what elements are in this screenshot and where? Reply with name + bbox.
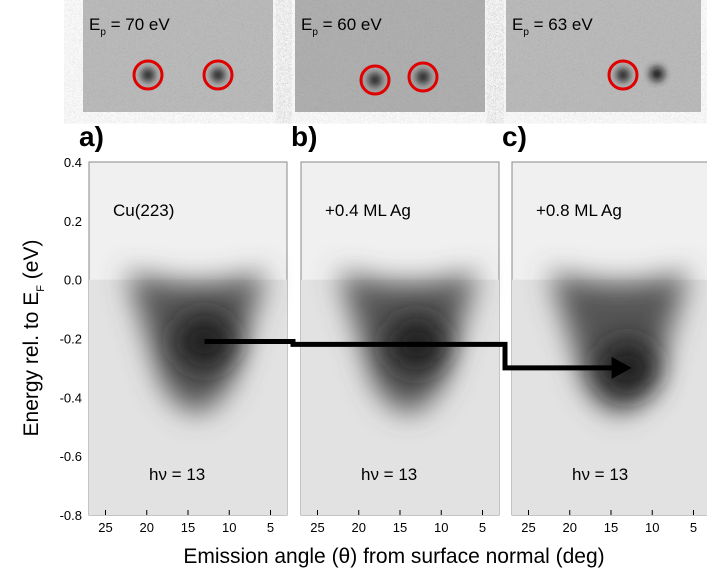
leed-text: = 63 eV: [529, 15, 593, 34]
leed-spot: [141, 68, 155, 82]
leed-text: E: [89, 15, 100, 34]
leed-spot: [211, 68, 225, 82]
y-axis-title: Energy rel. to EF (eV): [20, 240, 47, 437]
x-axis-title: Emission angle (θ) from surface normal (…: [183, 545, 604, 568]
spot-circle: [359, 64, 391, 96]
x-tick-label: 5: [479, 520, 486, 535]
band-arrow: [204, 338, 618, 371]
leed-text: = 70 eV: [106, 15, 170, 34]
leed-spot: [616, 68, 630, 82]
panel-label: a): [79, 121, 104, 152]
y-tick-label: 0.0: [64, 273, 82, 288]
spot-circle: [202, 59, 234, 91]
spot-circle: [607, 59, 639, 91]
y-tick-label: -0.2: [60, 332, 82, 347]
leed-text: E: [301, 15, 312, 34]
panel-label: c): [502, 121, 527, 152]
y-tick-label: -0.8: [60, 508, 82, 523]
y-tick-label: 0.4: [64, 155, 82, 170]
leed-text: E: [512, 15, 523, 34]
leed-text: = 60 eV: [318, 15, 382, 34]
photon-label: hν = 13: [149, 465, 205, 484]
sample-label: +0.8 ML Ag: [536, 201, 622, 220]
sample-label: +0.4 ML Ag: [325, 201, 411, 220]
leed-noise: [295, 0, 485, 112]
leed-text: p: [312, 27, 318, 38]
leed-spot: [416, 70, 430, 84]
y-tick-label: -0.6: [60, 449, 82, 464]
x-tick-label: 15: [604, 520, 618, 535]
leed-spot: [650, 67, 664, 81]
arrow-head: [611, 356, 632, 379]
x-tick-label: 15: [393, 520, 407, 535]
leed-text: p: [523, 27, 529, 38]
x-tick-label: 10: [645, 520, 659, 535]
spot-circle: [132, 59, 164, 91]
x-tick-label: 25: [521, 520, 535, 535]
leed-noise: [83, 0, 273, 112]
leed-text: p: [100, 27, 106, 38]
leed-noise: [506, 0, 701, 112]
x-tick-label: 25: [310, 520, 324, 535]
y-tick-label: -0.4: [60, 390, 82, 405]
spot-circle: [407, 61, 439, 93]
x-tick-label: 25: [98, 520, 112, 535]
panel-label: b): [291, 121, 317, 152]
leed-energy: Ep = 63 eV: [512, 15, 593, 38]
leed-energy: Ep = 60 eV: [301, 15, 382, 38]
x-tick-label: 20: [352, 520, 366, 535]
x-tick-label: 5: [267, 520, 274, 535]
leed-spot: [368, 73, 382, 87]
x-tick-label: 10: [222, 520, 236, 535]
sample-label: Cu(223): [113, 201, 174, 220]
x-tick-label: 20: [563, 520, 577, 535]
photon-label: hν = 13: [572, 465, 628, 484]
leed-energy: Ep = 70 eV: [89, 15, 170, 38]
y-tick-label: 0.2: [64, 214, 82, 229]
photon-label: hν = 13: [361, 465, 417, 484]
x-tick-label: 15: [181, 520, 195, 535]
x-tick-label: 20: [140, 520, 154, 535]
x-tick-label: 5: [690, 520, 697, 535]
x-tick-label: 10: [434, 520, 448, 535]
